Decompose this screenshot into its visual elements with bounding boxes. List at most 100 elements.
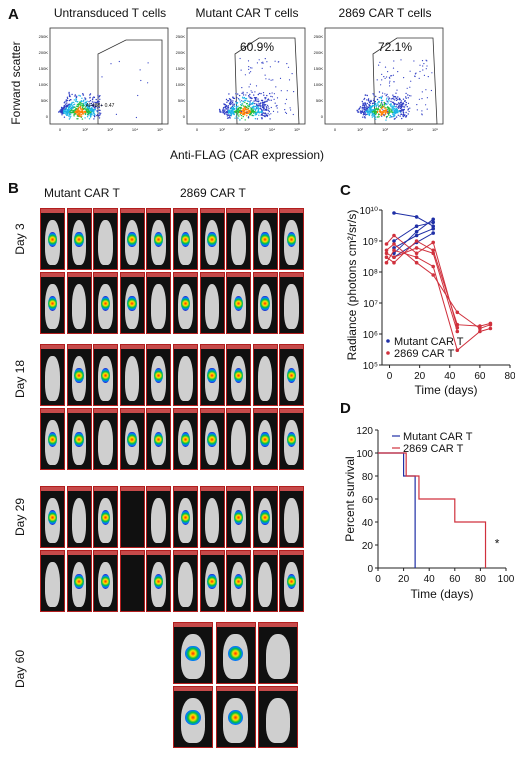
survival-ytick-label: 60 <box>362 495 374 506</box>
flow-event-dot <box>402 104 404 106</box>
flow-xtick: 10⁵ <box>294 127 300 132</box>
radiance-ytick-label: 10⁹ <box>363 237 378 248</box>
flow-event-dot <box>261 105 263 107</box>
flow-event-dot <box>245 106 248 108</box>
flow-event-dot <box>385 94 387 97</box>
flow-event-dot <box>64 101 66 103</box>
flow-event-dot <box>249 103 251 105</box>
flow-xtick: 10³ <box>107 127 113 132</box>
flow-event-dot <box>98 115 100 117</box>
flow-event-dot <box>68 118 71 120</box>
flow-event-dot <box>261 67 263 69</box>
flow-event-dot <box>76 105 78 107</box>
flow-event-dot <box>247 105 249 108</box>
flow-event-dot <box>227 117 230 119</box>
flow-event-dot <box>258 105 260 107</box>
flow-event-dot <box>269 66 271 68</box>
flow-event-dot <box>71 110 73 112</box>
flow-event-dot <box>271 92 273 94</box>
flow-event-dot <box>232 112 234 115</box>
flow-event-dot <box>378 91 381 93</box>
mouse-image-tile <box>173 272 198 334</box>
flow-event-dot <box>69 117 71 119</box>
flow-event-dot <box>66 105 68 108</box>
flow-event-dot <box>284 103 286 105</box>
flow-event-dot <box>263 105 265 107</box>
flow-event-dot <box>249 100 251 102</box>
flow-gate <box>97 39 163 125</box>
flow-xtick: 10³ <box>244 127 250 132</box>
flow-event-dot <box>373 94 375 96</box>
flow-event-dot <box>237 105 239 107</box>
flow-event-dot <box>270 79 272 81</box>
flow-event-dot <box>87 111 89 114</box>
flow-event-dot <box>63 106 65 108</box>
flow-event-dot <box>378 116 380 118</box>
tile-label-strip <box>280 551 303 555</box>
flow-event-dot <box>65 103 67 105</box>
flow-event-dot <box>385 106 387 109</box>
flow-event-dot <box>85 101 88 104</box>
flow-event-dot <box>258 114 260 117</box>
radiance-point <box>431 240 435 245</box>
flow-event-dot <box>380 103 382 106</box>
survival-ytick-label: 20 <box>362 541 374 552</box>
flow-event-dot <box>236 96 238 99</box>
bioluminescence-signal <box>127 231 137 248</box>
flow-event-dot <box>76 115 79 117</box>
flow-event-dot <box>264 112 266 115</box>
flow-event-dot <box>147 62 149 64</box>
flow-event-dot <box>401 117 403 120</box>
flow-event-dot <box>251 114 254 117</box>
flow-event-dot <box>73 106 75 108</box>
radiance-chart: 10¹⁰ 10⁹ 10⁸ 10⁷ 10⁶ 10⁵ 0 20 40 60 80 Time (days) M… <box>360 206 515 397</box>
flow-event-dot <box>392 112 394 115</box>
panel-label-c: C <box>340 182 351 199</box>
survival-chart: 0 20 40 60 80 100 120 0 20 40 60 80 100 Time (days) Mu… <box>356 426 514 601</box>
flow-event-dot <box>395 106 397 108</box>
flow-event-dot <box>258 108 260 111</box>
flow-event-dot <box>92 105 95 108</box>
flow-event-dot <box>367 109 369 112</box>
flow-event-dot <box>89 116 92 118</box>
tile-label-strip <box>67 487 91 491</box>
flow-event-dot <box>97 97 99 99</box>
flow-event-dot <box>405 111 407 114</box>
flow-event-dot <box>254 118 257 120</box>
flow-event-dot <box>61 108 64 110</box>
flow-event-dot <box>228 103 231 105</box>
flow-event-dot <box>95 102 98 104</box>
flow-event-dot <box>76 101 78 103</box>
radiance-xtick-label: 20 <box>414 371 426 382</box>
tile-label-strip <box>216 623 255 627</box>
mouse-image-tile <box>199 408 225 470</box>
bioluminescence-signal <box>185 709 201 726</box>
flow-event-dot <box>222 111 224 114</box>
flow-event-dot <box>402 114 404 116</box>
flow-event-dot <box>76 118 78 120</box>
mouse-image-tile <box>279 208 304 270</box>
flow-event-dot <box>234 111 236 114</box>
flow-event-dot <box>247 108 249 111</box>
radiance-ytick-label: 10⁶ <box>363 330 378 341</box>
flow-event-dot <box>227 100 230 102</box>
flow-event-dot <box>248 68 250 70</box>
flow-event-dot <box>84 117 86 119</box>
flow-event-dot <box>224 103 226 106</box>
tile-label-strip <box>147 345 170 349</box>
flow-event-dot <box>243 105 245 107</box>
flow-event-dot <box>68 91 70 94</box>
mouse-silhouette <box>257 561 273 608</box>
flow-event-dot <box>228 98 231 100</box>
flow-event-dot <box>380 113 383 115</box>
flow-event-dot <box>232 103 234 105</box>
flow-event-dot <box>228 93 230 95</box>
flow-event-dot <box>261 111 263 114</box>
flow-event-dot <box>81 106 84 108</box>
flow-event-dot <box>242 91 244 94</box>
flow-event-dot <box>242 108 245 110</box>
flow-event-dot <box>228 111 231 114</box>
flow-event-dot <box>405 101 407 104</box>
flow-event-dot <box>262 62 264 64</box>
bioluminescence-signal <box>207 231 217 248</box>
